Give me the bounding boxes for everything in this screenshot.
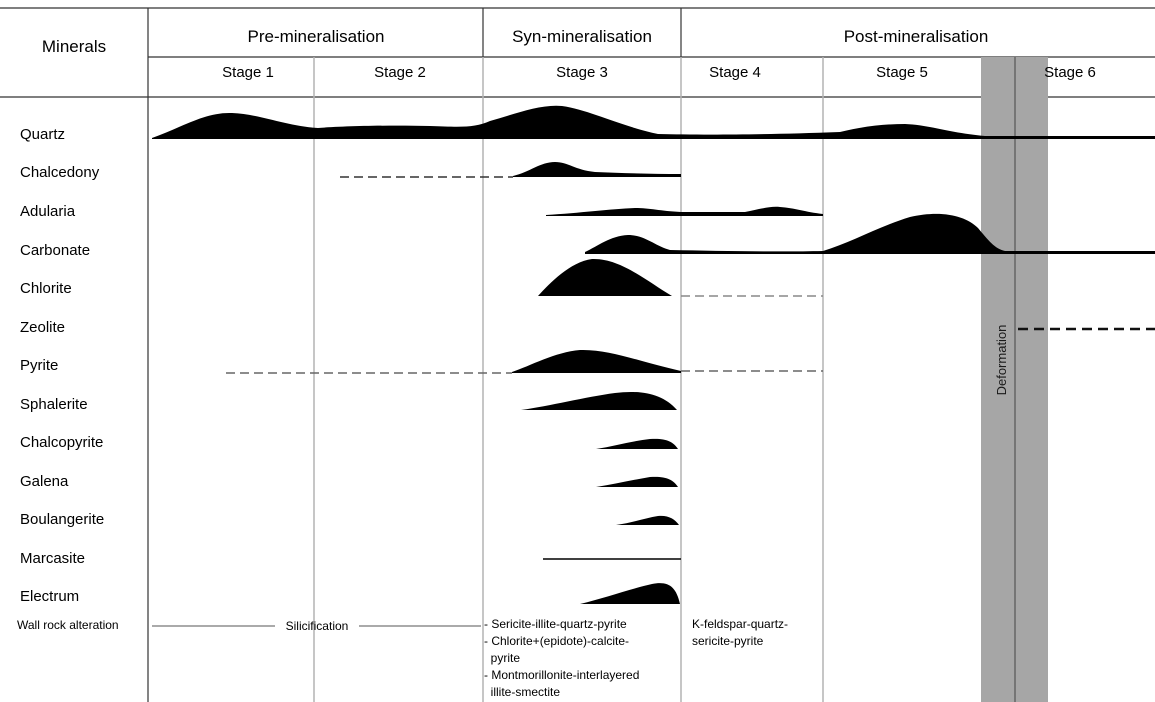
stage3-alteration-line-1: - Sericite-illite-quartz-pyrite (484, 617, 627, 631)
stage3-alteration-line-3: pyrite (484, 651, 520, 665)
chalcedony-bar (513, 162, 681, 177)
stage4-alteration-line-1: K-feldspar-quartz- (692, 617, 788, 631)
stage-3-label: Stage 3 (556, 64, 608, 81)
mineral-labels: Quartz Chalcedony Adularia Carbonate Chl… (20, 126, 104, 605)
pyrite-bar (512, 349, 681, 373)
mineral-carbonate: Carbonate (20, 242, 90, 259)
dashed-lines (226, 176, 1155, 374)
stage-6-label: Stage 6 (1044, 64, 1096, 81)
mineral-boulangerite: Boulangerite (20, 511, 104, 528)
mineral-sphalerite: Sphalerite (20, 396, 88, 413)
carbonate-bar (585, 213, 1155, 254)
minerals-header: Minerals (42, 37, 106, 56)
mineral-chalcedony: Chalcedony (20, 164, 100, 181)
stage4-alteration-line-2: sericite-pyrite (692, 634, 764, 648)
mineral-galena: Galena (20, 473, 69, 490)
quartz-bar (152, 105, 1155, 139)
silicification-label: Silicification (286, 619, 349, 633)
adularia-bar (546, 206, 823, 216)
mineral-marcasite: Marcasite (20, 550, 85, 567)
stage3-alteration-line-2: - Chlorite+(epidote)-calcite- (484, 634, 629, 648)
chalcopyrite-bar (596, 438, 678, 449)
phase-syn: Syn-mineralisation (512, 27, 652, 46)
stage4-alteration-text: K-feldspar-quartz- sericite-pyrite (692, 617, 788, 648)
phase-post: Post-mineralisation (844, 27, 989, 46)
stage-4-label: Stage 4 (709, 64, 761, 81)
mineral-electrum: Electrum (20, 588, 79, 605)
mineral-chalcopyrite: Chalcopyrite (20, 434, 103, 451)
boulangerite-bar (616, 515, 679, 525)
stage-5-label: Stage 5 (876, 64, 928, 81)
stage3-alteration-text: - Sericite-illite-quartz-pyrite - Chlori… (484, 617, 639, 699)
stage3-alteration-line-5: illite-smectite (484, 685, 560, 699)
phase-pre: Pre-mineralisation (248, 27, 385, 46)
mineral-adularia: Adularia (20, 203, 76, 220)
sphalerite-bar (521, 391, 677, 410)
abundance-shapes (152, 105, 1155, 604)
chlorite-bar (538, 258, 672, 296)
galena-bar (596, 476, 678, 487)
header-grid (0, 7, 1155, 702)
electrum-bar (580, 583, 680, 604)
mineral-pyrite: Pyrite (20, 357, 58, 374)
stage3-alteration-line-4: - Montmorillonite-interlayered (484, 668, 639, 682)
wall-rock-label: Wall rock alteration (17, 618, 119, 632)
mineral-zeolite: Zeolite (20, 319, 65, 336)
deformation-label: Deformation (994, 325, 1009, 396)
stage-separators (313, 57, 824, 702)
stage-2-label: Stage 2 (374, 64, 426, 81)
mineral-quartz: Quartz (20, 126, 65, 143)
stage-1-label: Stage 1 (222, 64, 274, 81)
mineral-chlorite: Chlorite (20, 280, 72, 297)
